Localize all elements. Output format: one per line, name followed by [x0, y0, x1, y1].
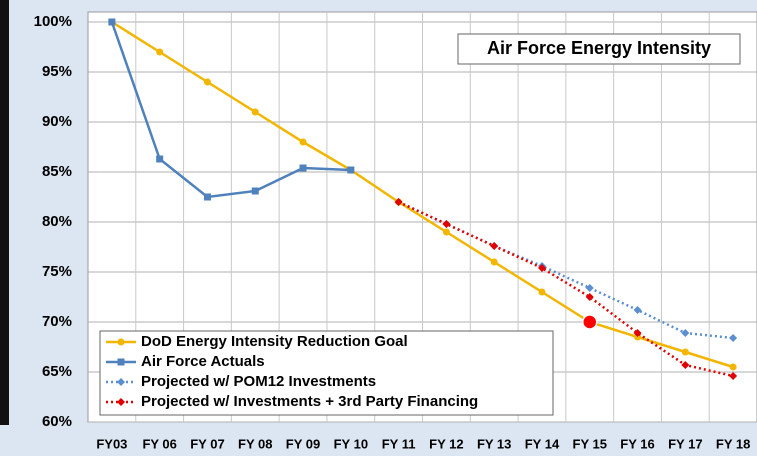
- point: [442, 220, 451, 228]
- point: [585, 284, 594, 292]
- legend-box: [99, 330, 554, 416]
- y-tick-label: 60%: [42, 413, 72, 430]
- x-tick-label: FY03: [96, 436, 127, 451]
- point: [156, 155, 164, 163]
- x-tick-label: FY 18: [716, 436, 750, 451]
- point: [633, 329, 642, 337]
- y-tick-label: 100%: [34, 13, 72, 30]
- point: [347, 166, 355, 174]
- x-tick-label: FY 15: [573, 436, 607, 451]
- y-tick-label: 80%: [42, 213, 72, 230]
- series-line: [111, 20, 734, 369]
- x-tick-label: FY 17: [668, 436, 702, 451]
- legend: DoD Energy Intensity Reduction Goal Air F…: [106, 333, 478, 410]
- point: [394, 198, 403, 206]
- legend-label: Air Force Actuals: [141, 353, 265, 370]
- point: [299, 164, 307, 172]
- marks: [108, 18, 738, 380]
- x-tick-label: FY 09: [286, 436, 320, 451]
- legend-label: Projected w/ Investments + 3rd Party Fin…: [141, 393, 478, 410]
- point: [729, 363, 737, 371]
- y-tick-label: 75%: [42, 263, 72, 280]
- y-tick-label: 70%: [42, 313, 72, 330]
- highlight-point: [582, 314, 598, 330]
- y-tick-label: 90%: [42, 113, 72, 130]
- y-tick-label: 85%: [42, 163, 72, 180]
- point: [729, 372, 738, 380]
- point: [729, 334, 738, 342]
- point: [203, 78, 211, 86]
- point: [681, 329, 690, 337]
- x-tick-label: FY 08: [238, 436, 272, 451]
- legend-marker: [117, 378, 125, 386]
- legend-marker: [117, 358, 125, 366]
- x-tick-label: FY 07: [190, 436, 224, 451]
- x-tick-label: FY 06: [142, 436, 176, 451]
- point: [156, 48, 164, 56]
- legend-label: Projected w/ POM12 Investments: [141, 373, 376, 390]
- legend-marker: [117, 398, 125, 406]
- point: [108, 18, 116, 26]
- point: [490, 258, 498, 266]
- title-box: [457, 33, 741, 65]
- x-tick-label: FY 10: [334, 436, 368, 451]
- legend-marker: [117, 338, 125, 346]
- point: [299, 138, 307, 146]
- y-tick-label: 65%: [42, 363, 72, 380]
- x-tick-label: FY 14: [525, 436, 560, 451]
- point: [251, 187, 259, 195]
- x-tick-label: FY 11: [382, 436, 416, 451]
- point: [681, 361, 690, 369]
- x-tick-label: FY 12: [429, 436, 463, 451]
- x-tick-label: FY 13: [477, 436, 511, 451]
- point: [538, 288, 546, 296]
- point: [633, 306, 642, 314]
- series-line: [110, 21, 351, 199]
- series-line: [398, 200, 734, 378]
- point: [490, 242, 499, 250]
- y-tick-label: 95%: [42, 63, 72, 80]
- point: [442, 228, 450, 236]
- chart-title: Air Force Energy Intensity: [487, 38, 711, 58]
- point: [585, 293, 594, 301]
- point: [251, 108, 259, 116]
- point: [681, 348, 689, 356]
- x-tick-label: FY 16: [620, 436, 654, 451]
- point: [203, 193, 211, 201]
- left-edge: [0, 0, 9, 425]
- legend-label: DoD Energy Intensity Reduction Goal: [141, 333, 408, 350]
- point: [537, 264, 546, 272]
